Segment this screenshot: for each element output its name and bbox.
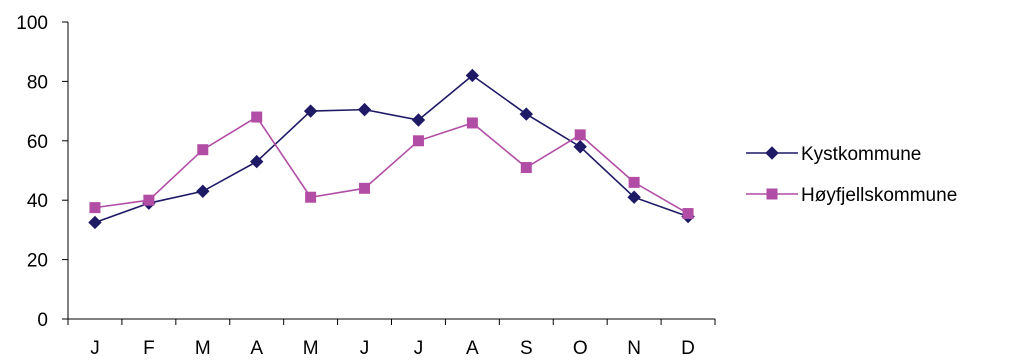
legend-label: Høyfjellskommune [801, 185, 957, 206]
series-2 [90, 112, 693, 219]
x-tick-label: A [466, 338, 479, 359]
series-group [89, 69, 694, 228]
y-tick-label: 60 [27, 132, 48, 153]
x-tick-label: M [303, 338, 319, 359]
data-point-marker [198, 145, 208, 155]
x-tick-label: J [90, 338, 100, 359]
y-tick-label: 40 [27, 191, 48, 212]
legend-item: Kystkommune [746, 144, 921, 165]
x-tick-label: S [520, 338, 533, 359]
data-point-marker [144, 195, 154, 205]
x-tick-label: A [250, 338, 263, 359]
data-point-marker [683, 209, 693, 219]
data-point-marker [521, 163, 531, 173]
y-axis-ticks: 0 20 40 60 80 100 [16, 13, 68, 331]
data-point-marker [306, 192, 316, 202]
legend-item: Høyfjellskommune [746, 185, 957, 206]
series-line [95, 75, 688, 222]
data-point-marker [629, 177, 639, 187]
legend: Kystkommune Høyfjellskommune [746, 144, 957, 206]
data-point-marker [413, 136, 423, 146]
legend-marker [767, 189, 777, 199]
data-point-marker [520, 108, 532, 120]
x-tick-label: O [573, 338, 588, 359]
y-tick-label: 0 [37, 310, 48, 331]
x-tick-label: J [414, 338, 424, 359]
chart-axes [68, 22, 715, 319]
x-tick-label: M [195, 338, 211, 359]
data-point-marker [252, 112, 262, 122]
x-tick-label: D [681, 338, 695, 359]
data-point-marker [575, 130, 585, 140]
data-point-marker [467, 118, 477, 128]
x-tick-label: N [627, 338, 641, 359]
legend-marker [766, 147, 778, 159]
y-tick-label: 20 [27, 251, 48, 272]
legend-label: Kystkommune [801, 144, 921, 165]
data-point-marker [90, 203, 100, 213]
x-tick-label: F [143, 338, 155, 359]
y-tick-label: 80 [27, 72, 48, 93]
data-point-marker [359, 104, 371, 116]
series-1 [89, 69, 694, 228]
data-point-marker [360, 183, 370, 193]
data-point-marker [197, 185, 209, 197]
data-point-marker [89, 216, 101, 228]
y-tick-label: 100 [16, 13, 48, 34]
x-tick-label: J [360, 338, 370, 359]
